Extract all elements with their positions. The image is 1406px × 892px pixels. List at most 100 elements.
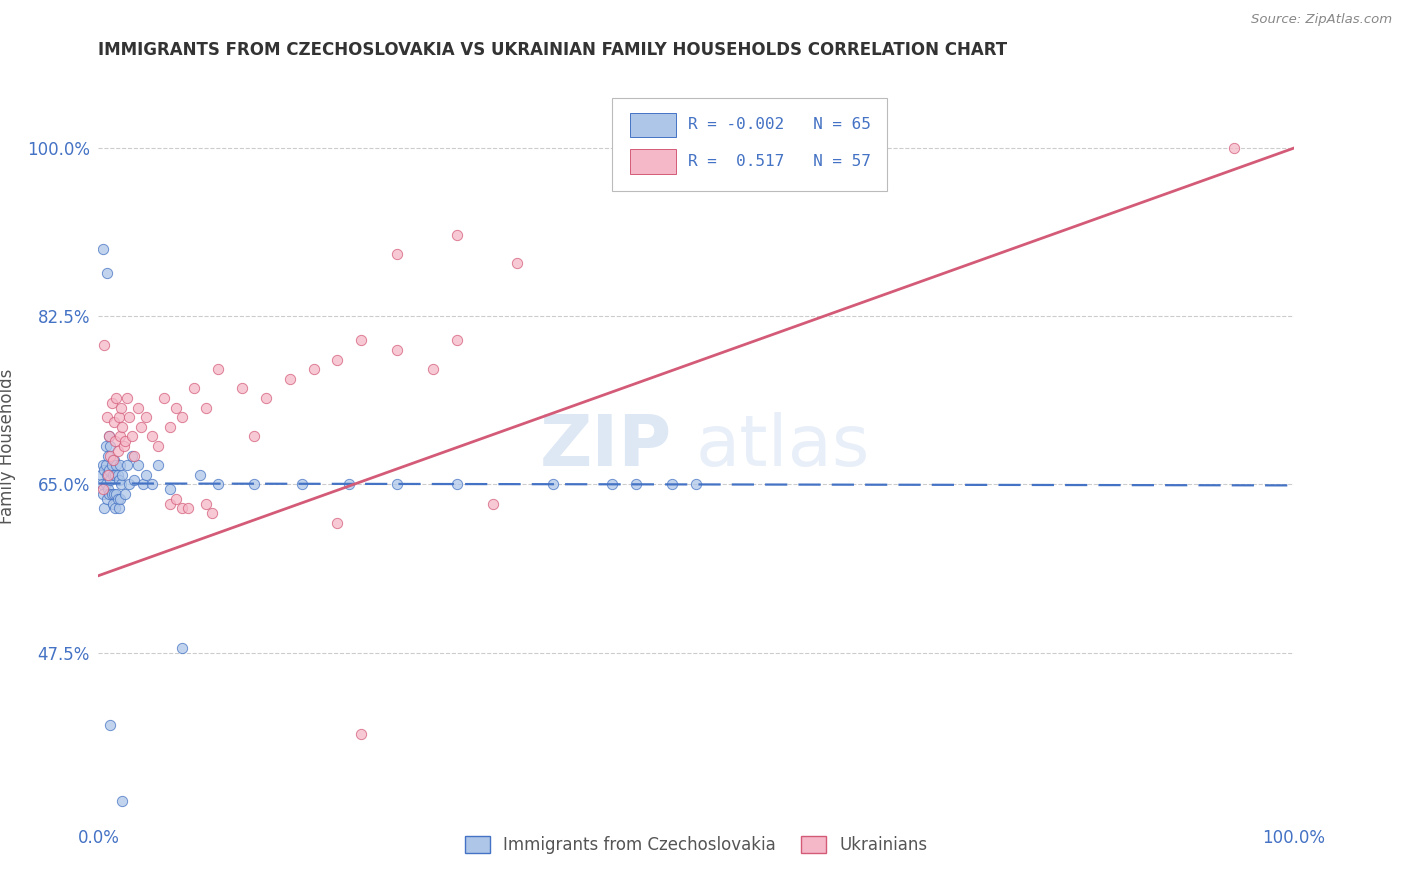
Point [159,497,181,511]
Point [121,449,143,463]
Point [339,477,361,491]
Point [98,487,121,501]
Point [108,491,131,506]
Point [541,477,564,491]
Point [207,362,229,376]
Text: IMMIGRANTS FROM CZECHOSLOVAKIA VS UKRAINIAN FAMILY HOUSEHOLDS CORRELATION CHART: IMMIGRANTS FROM CZECHOSLOVAKIA VS UKRAIN… [98,41,1008,59]
Point [96,410,118,425]
Point [243,477,266,491]
Point [94,439,117,453]
Point [135,410,157,425]
Point [118,410,141,425]
Point [93,501,115,516]
Point [172,410,194,425]
Bar [630,149,676,174]
Point [105,487,128,501]
Point [254,391,277,405]
Point [98,449,122,463]
Point [115,458,138,473]
Point [446,477,468,491]
Point [110,477,132,491]
Point [104,501,127,516]
Bar [630,112,676,137]
Point [114,487,136,501]
Point [127,458,149,473]
Point [98,429,121,443]
Point [96,467,118,482]
Point [231,381,253,395]
Point [685,477,707,491]
Point [165,401,187,415]
Point [278,372,301,386]
Point [94,458,117,473]
Point [91,477,114,491]
Point [243,429,266,443]
Point [131,419,153,434]
Point [111,794,134,808]
Y-axis label: Family Households: Family Households [0,368,15,524]
Point [101,453,124,467]
Point [141,477,163,491]
Point [103,453,125,467]
Point [127,401,149,415]
Point [100,487,122,501]
Point [101,497,124,511]
Point [188,467,211,482]
Point [195,497,218,511]
Point [90,467,112,482]
Point [96,266,118,280]
Point [114,434,136,449]
Point [506,256,529,270]
Point [107,491,129,506]
Point [118,477,141,491]
Point [105,458,128,473]
Point [112,439,135,453]
Point [481,497,505,511]
Point [107,443,129,458]
Point [100,396,122,410]
Point [159,482,181,496]
Legend: Immigrants from Czechoslovakia, Ukrainians: Immigrants from Czechoslovakia, Ukrainia… [458,830,934,861]
Point [446,334,468,348]
Point [91,482,114,496]
Point [107,501,129,516]
Point [626,477,648,491]
Point [1223,141,1246,155]
Point [172,501,194,516]
Point [121,429,143,443]
Point [350,334,373,348]
Point [111,419,134,434]
Point [107,467,129,482]
Point [111,467,134,482]
Point [98,429,121,443]
Point [135,467,157,482]
Point [97,467,120,482]
Point [195,401,218,415]
Point [103,487,125,501]
Point [108,458,131,473]
Point [124,473,146,487]
Point [172,640,194,655]
Point [104,467,127,482]
Point [148,458,170,473]
Point [422,362,444,376]
Point [446,227,468,242]
Point [326,352,349,367]
Point [131,477,153,491]
Point [110,401,132,415]
FancyBboxPatch shape [613,97,887,191]
Point [107,473,129,487]
Point [291,477,314,491]
Text: R = -0.002   N = 65: R = -0.002 N = 65 [688,117,870,132]
Text: Source: ZipAtlas.com: Source: ZipAtlas.com [1251,13,1392,27]
Point [141,429,163,443]
Point [98,473,122,487]
Point [98,439,122,453]
Point [93,338,115,352]
Point [91,458,114,473]
Point [385,343,409,357]
Point [96,491,118,506]
Point [100,458,122,473]
Point [602,477,624,491]
Point [207,477,229,491]
